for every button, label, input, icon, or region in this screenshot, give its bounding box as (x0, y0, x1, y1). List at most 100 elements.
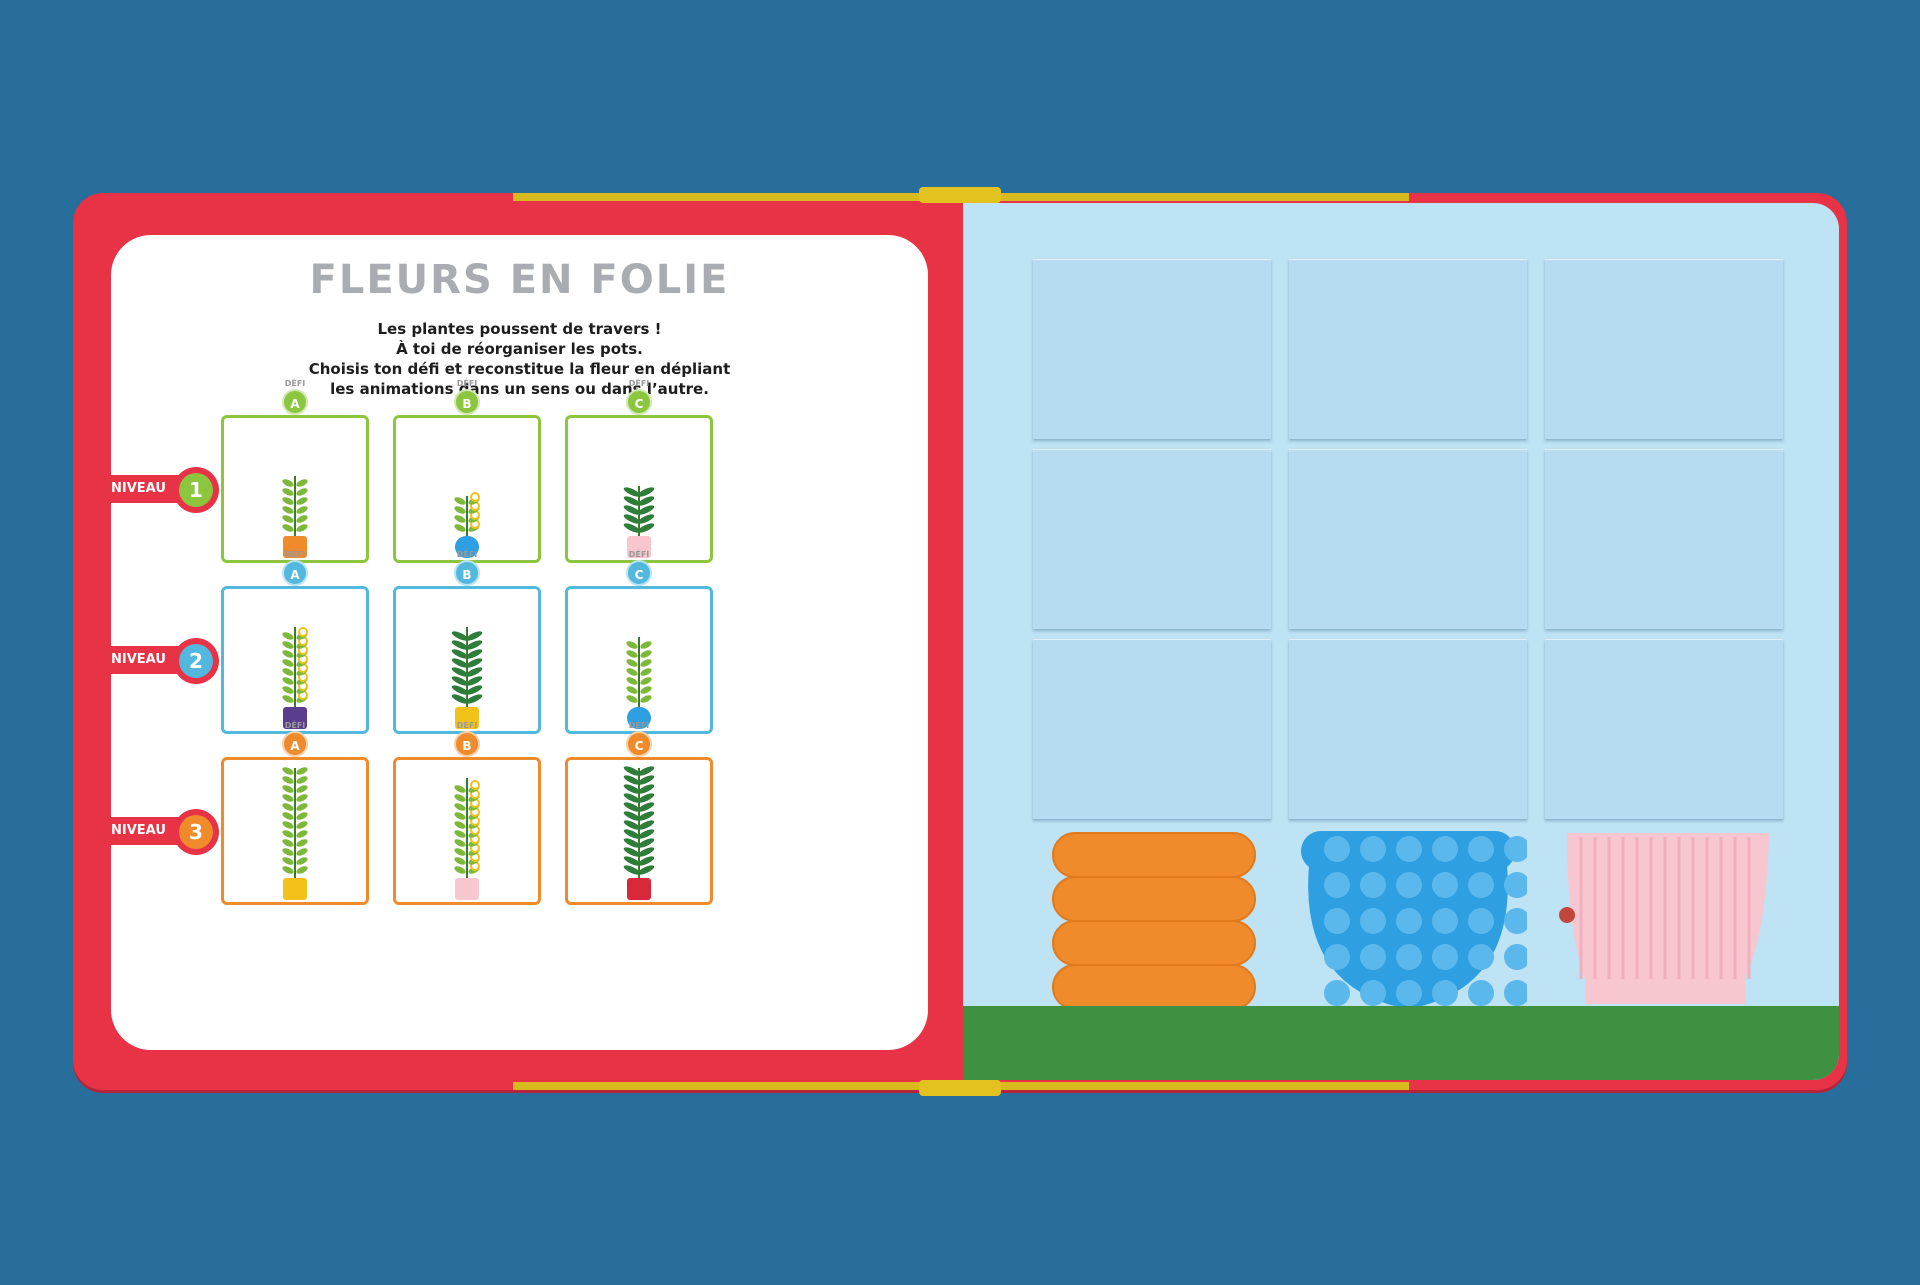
challenge-card[interactable] (565, 586, 713, 734)
defi-badge-c[interactable]: C (626, 389, 652, 415)
leaf-icon (282, 812, 294, 820)
leaf-icon (637, 811, 655, 821)
niveau-number-badge: 1 (173, 467, 219, 513)
leaf-icon (640, 650, 652, 658)
defi-badge-c[interactable]: C (626, 731, 652, 757)
leaf-icon (296, 848, 308, 856)
leaf-icon (465, 676, 483, 686)
leaf-icon (282, 839, 294, 847)
leaf-icon (637, 505, 655, 515)
grass-strip (963, 1006, 1839, 1080)
leaf-icon (623, 784, 641, 794)
leaf-icon (282, 497, 294, 505)
leaf-icon (282, 794, 294, 802)
leaf-icon (296, 803, 308, 811)
leaf-icon (623, 802, 641, 812)
challenge-card[interactable] (221, 415, 369, 563)
leaf-icon (282, 677, 294, 685)
flap-tile[interactable] (1545, 449, 1783, 629)
orange-ribbed-pot-icon (1052, 832, 1256, 1010)
challenge-card[interactable] (221, 757, 369, 905)
flap-tile[interactable] (1289, 829, 1530, 1009)
leaf-icon (623, 793, 641, 803)
leaf-icon (296, 839, 308, 847)
defi-badge-b[interactable]: B (454, 389, 480, 415)
leaf-icon (454, 785, 466, 793)
leaf-icon (282, 866, 294, 874)
flower-icon (470, 492, 480, 502)
leaf-icon (623, 514, 641, 524)
book: FLEURS EN FOLIE Les plantes poussent de … (73, 187, 1847, 1096)
leaf-icon (623, 775, 641, 785)
leaf-icon (296, 785, 308, 793)
challenge-card[interactable] (393, 415, 541, 563)
defi-badge-c[interactable]: C (626, 560, 652, 586)
leaf-icon (454, 821, 466, 829)
leaf-icon (637, 802, 655, 812)
leaf-icon (637, 784, 655, 794)
niveau-number-badge: 3 (173, 809, 219, 855)
defi-badge-b[interactable]: B (454, 731, 480, 757)
challenge-card[interactable] (393, 586, 541, 734)
leaf-icon (623, 487, 641, 497)
defi-badge-a[interactable]: A (282, 389, 308, 415)
defi-badge-b[interactable]: B (454, 560, 480, 586)
defi-label: DÉFI (456, 379, 478, 388)
leaf-icon (637, 847, 655, 857)
flap-tile[interactable] (1033, 639, 1271, 819)
flap-tile[interactable] (1289, 449, 1527, 629)
flap-tile[interactable] (1033, 259, 1271, 439)
instruction-line: Choisis ton défi et reconstitue la fleur… (308, 360, 731, 378)
leaf-icon (451, 631, 469, 641)
defi-label: DÉFI (628, 550, 650, 559)
leaf-icon (282, 803, 294, 811)
leaf-icon (637, 514, 655, 524)
leaf-icon (640, 641, 652, 649)
challenge-card[interactable] (393, 757, 541, 905)
leaf-icon (637, 865, 655, 875)
flap-tile[interactable] (1545, 639, 1783, 819)
pot-icon (627, 536, 651, 558)
leaf-icon (451, 667, 469, 677)
leaf-icon (626, 686, 638, 694)
leaf-icon (637, 856, 655, 866)
flap-tile[interactable] (1289, 259, 1527, 439)
leaf-icon (623, 856, 641, 866)
leaf-icon (296, 776, 308, 784)
leaf-icon (626, 650, 638, 658)
leaf-icon (451, 694, 469, 704)
puzzle-board (963, 203, 1839, 1080)
defi-badge-a[interactable]: A (282, 731, 308, 757)
challenge-card[interactable] (221, 586, 369, 734)
leaf-icon (465, 658, 483, 668)
flap-tile[interactable] (1289, 639, 1527, 819)
leaf-icon (454, 515, 466, 523)
leaf-icon (454, 839, 466, 847)
leaf-icon (296, 812, 308, 820)
leaf-icon (454, 830, 466, 838)
leaf-icon (282, 641, 294, 649)
challenge-card[interactable] (565, 415, 713, 563)
page-title: FLEURS EN FOLIE (309, 257, 730, 303)
flap-tile[interactable] (1545, 259, 1783, 439)
challenge-card[interactable] (565, 757, 713, 905)
flap-tile[interactable] (1033, 449, 1271, 629)
leaf-icon (451, 658, 469, 668)
leaf-icon (296, 524, 308, 532)
defi-label: DÉFI (628, 379, 650, 388)
niveau-number-badge: 2 (173, 638, 219, 684)
leaf-icon (626, 668, 638, 676)
leaf-icon (623, 838, 641, 848)
leaf-icon (623, 865, 641, 875)
blue-dotted-pot-icon (1301, 831, 1530, 1009)
leaf-icon (623, 496, 641, 506)
pink-fluted-pot-icon (1559, 833, 1769, 1004)
flap-tile[interactable] (1033, 829, 1271, 1010)
defi-badge-a[interactable]: A (282, 560, 308, 586)
binding-clip-top (919, 187, 1001, 203)
pot-icon (283, 707, 307, 729)
leaf-icon (637, 496, 655, 506)
binding-clip-bottom (919, 1080, 1001, 1096)
leaf-icon (640, 659, 652, 667)
flap-tile[interactable] (1545, 829, 1783, 1009)
